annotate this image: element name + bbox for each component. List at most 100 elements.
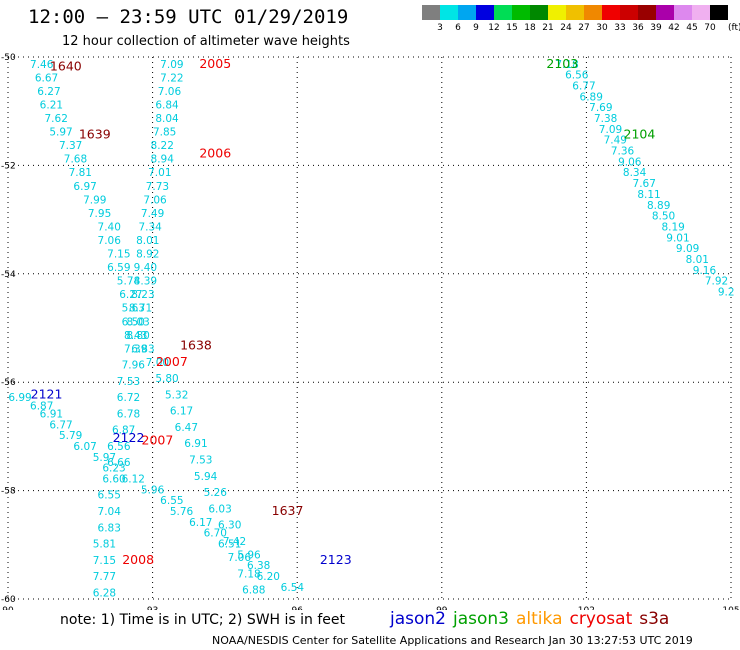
color-scale-unit: (ft) (728, 23, 740, 33)
wave-height-point: 6.67 (35, 72, 58, 84)
wave-height-point: 7.99 (83, 194, 106, 206)
wave-height-point: 6.17 (189, 517, 212, 529)
x-tick-label: 90 (2, 606, 14, 610)
track-time-label: 1638 (180, 338, 212, 353)
wave-height-point: 6.84 (155, 99, 179, 111)
wave-height-point: 6.83 (131, 343, 154, 355)
wave-height-point: 6.50 (122, 316, 145, 328)
color-scale-swatch (656, 5, 674, 20)
wave-height-point: 6.56 (565, 70, 589, 82)
wave-height-point: 7.96 (122, 360, 146, 372)
track-time-label: 2104 (624, 126, 656, 141)
color-scale-swatch (530, 5, 548, 20)
wave-height-point: 9.06 (618, 156, 642, 168)
wave-height-point: 6.47 (175, 422, 198, 434)
wave-height-point: 8.92 (136, 249, 159, 261)
wave-height-point: 6.99 (8, 392, 31, 404)
wave-height-point: 7.69 (589, 102, 612, 114)
wave-height-point: 7.62 (45, 113, 68, 125)
wave-height-point: 5.80 (155, 373, 178, 385)
color-scale-label: 45 (686, 23, 698, 33)
wave-height-point: 7.36 (611, 146, 635, 158)
wave-height-point: 7.18 (555, 59, 578, 71)
color-scale-swatch (458, 5, 476, 20)
wave-height-point: 8.34 (623, 167, 647, 179)
wave-height-point: 7.95 (88, 208, 111, 220)
wave-height-point: 8.01 (686, 254, 709, 266)
wave-height-point: 7.06 (228, 552, 252, 564)
wave-height-point: 7.15 (93, 555, 116, 567)
track-time-label: 2121 (31, 386, 63, 401)
wave-height-point: 9.40 (134, 262, 157, 274)
color-scale-swatch (440, 5, 458, 20)
wave-height-point: 5.97 (93, 452, 116, 464)
color-scale-label: 15 (506, 23, 518, 33)
track-time-label: 2122 (113, 430, 145, 445)
wave-height-point: 7.37 (59, 140, 82, 152)
track-time-label: 2007 (156, 354, 188, 369)
wave-height-point: 6.72 (117, 392, 140, 404)
color-scale-swatch (476, 5, 494, 20)
wave-height-plot: 90939699102105-50-52-54-56-58-60 7.466.6… (1, 53, 740, 610)
wave-height-point: 6.27 (119, 289, 142, 301)
axes: 90 93 96 99 102 105 -50 -52 -54 -56 -58 -60 (1, 53, 740, 610)
wave-height-point: 7.73 (146, 181, 169, 193)
wave-height-point: 5.63 (122, 303, 145, 315)
track-time-label: 1639 (79, 126, 111, 141)
wave-height-point: 7.46 (30, 59, 54, 71)
wave-height-point: 9.01 (666, 232, 689, 244)
wave-height-point: 8.89 (647, 200, 670, 212)
wave-height-point: 8.80 (126, 330, 149, 342)
wave-height-point: 6.23 (102, 463, 125, 475)
legend-entry-altika: altika (516, 609, 563, 629)
wave-height-point: 6.30 (218, 520, 241, 532)
wave-height-point: 7.34 (138, 221, 162, 233)
wave-height-point: 7.22 (160, 72, 183, 84)
wave-height-point: 5.26 (204, 487, 228, 499)
grid-lines (7, 56, 732, 600)
wave-height-point: 6.56 (107, 441, 131, 453)
wave-height-point: 6.28 (93, 587, 116, 599)
wave-height-point: 7.39 (124, 343, 147, 355)
color-scale-swatch (422, 5, 440, 20)
wave-height-point: 7.04 (98, 506, 122, 518)
wave-height-point: 7.42 (223, 536, 246, 548)
color-scale-swatch (674, 5, 692, 20)
wave-height-point: 6.87 (112, 425, 135, 437)
wave-height-point: 8.71 (129, 303, 152, 315)
wave-height-point: 6.77 (572, 81, 595, 93)
color-scale-swatch (620, 5, 638, 20)
y-tick-label: -52 (1, 161, 16, 171)
y-tick-label: -60 (1, 595, 16, 605)
wave-height-point: 8.01 (136, 235, 159, 247)
wave-height-point: 5.97 (49, 127, 72, 139)
color-scale-label: 33 (614, 23, 626, 33)
wave-height-point: 7.49 (141, 208, 164, 220)
track-time-label: 1640 (50, 59, 82, 74)
color-scale-label: 24 (560, 23, 572, 33)
y-tick-label: -50 (1, 53, 16, 63)
wave-height-point: 7.01 (148, 167, 171, 179)
track-time-label: 2007 (142, 433, 174, 448)
satellite-legend: jason2 jason3 altika cryosat s3a (390, 609, 676, 629)
wave-height-point: 7.77 (93, 571, 116, 583)
track-time-label: 2103 (546, 56, 578, 71)
wave-height-point: 6.55 (98, 490, 121, 502)
wave-height-point: 7.53 (117, 376, 140, 388)
wave-height-point: 6.12 (122, 473, 145, 485)
wave-height-point: 7.85 (153, 127, 176, 139)
color-scale-swatch (512, 5, 530, 20)
color-scale-swatch (548, 5, 566, 20)
x-tick-label: 93 (147, 606, 158, 610)
wave-height-point: 6.17 (170, 406, 193, 418)
legend-entry-cryosat: cryosat (569, 609, 633, 629)
wave-height-point: 7.09 (599, 124, 622, 136)
wave-height-point: 8.94 (151, 154, 175, 166)
wave-height-point: 6.87 (30, 400, 53, 412)
wave-height-point: 6.97 (73, 181, 96, 193)
x-tick-label: 102 (578, 606, 595, 610)
wave-height-point: 8.39 (134, 276, 157, 288)
wave-height-point: 7.40 (98, 221, 121, 233)
wave-height-point: 6.89 (580, 91, 603, 103)
wave-height-point: 7.67 (633, 178, 656, 190)
